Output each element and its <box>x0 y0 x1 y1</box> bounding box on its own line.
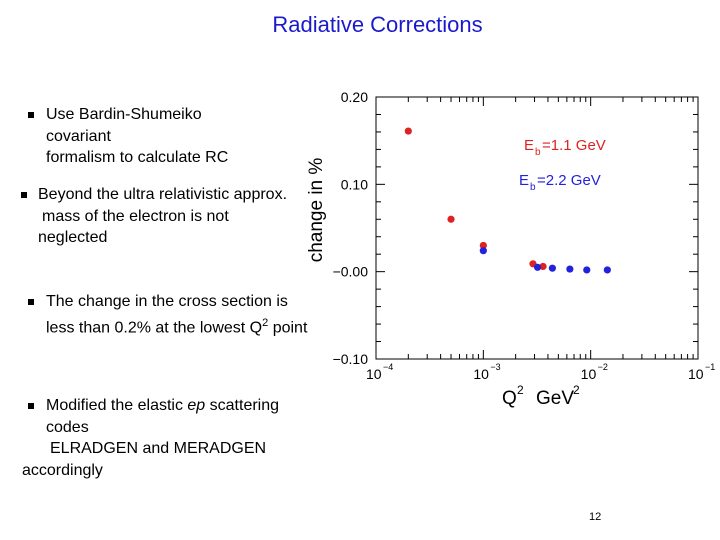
legend-subscript: b <box>535 147 541 158</box>
data-point-blue <box>603 266 611 274</box>
bullet-square-icon <box>28 403 34 409</box>
x-tick-labels: 10 −4 10 −3 10 −2 10 −1 <box>366 362 715 382</box>
bullet-line: mass of the electron is not <box>42 207 229 225</box>
bullet-item: Use Bardin-Shumeiko covariant formalism … <box>28 104 229 169</box>
x-tick-exponent: −2 <box>598 362 608 372</box>
bullet-line: ELRADGEN and MERADGEN <box>50 440 267 457</box>
bullet-square-icon <box>28 299 34 305</box>
bullet-square-icon <box>21 192 27 198</box>
data-point-blue <box>548 264 556 272</box>
bullet-text: Modified the elastic <box>46 397 188 414</box>
x-tick-label: 10 <box>473 366 489 382</box>
bullet-line: covariant <box>46 127 111 145</box>
bullet-list: Use Bardin-Shumeiko covariant formalism … <box>21 104 307 481</box>
bullet-line: The change in the cross section is <box>46 293 288 310</box>
x-axis-label-text: Q <box>502 388 517 409</box>
bullet-line: neglected <box>38 229 108 246</box>
y-tick-label: 0.10 <box>341 176 368 192</box>
legend-subscript: b <box>530 182 536 193</box>
bullet-text-italic: ep <box>187 397 206 414</box>
bullet-line: accordingly <box>22 461 103 479</box>
data-point-blue <box>583 266 591 274</box>
bullet-line: Modified the elastic ep scattering <box>46 395 279 417</box>
y-axis-label: change in % <box>306 158 327 263</box>
y-tick-label: −0.00 <box>333 264 369 280</box>
data-point-red <box>447 215 455 223</box>
data-point-red <box>404 127 412 135</box>
bullet-item: The change in the cross section is less … <box>28 291 307 339</box>
superscript: 2 <box>262 316 269 329</box>
bullet-text: less than 0.2% at the lowest Q <box>46 318 263 336</box>
x-tick-exponent: −1 <box>705 362 715 372</box>
legend-label: E <box>524 137 534 154</box>
x-tick-exponent: −4 <box>383 362 393 372</box>
x-tick-exponent: −3 <box>490 362 500 372</box>
data-point-red <box>539 262 547 271</box>
bullet-text: scattering <box>205 397 280 414</box>
bullet-line: codes <box>46 418 89 436</box>
x-axis-label-superscript: 2 <box>517 383 524 397</box>
bullet-square-icon <box>28 112 34 118</box>
bullet-text: point <box>272 318 308 336</box>
bullet-line: Use Bardin-Shumeiko <box>46 106 202 123</box>
bullet-line: Beyond the ultra relativistic approx. <box>38 186 288 203</box>
legend-label: =2.2 GeV <box>537 172 601 189</box>
data-point-blue <box>479 247 487 255</box>
bullet-line: less than 0.2% at the lowest Q2 point <box>46 313 307 339</box>
data-point-blue <box>533 263 542 271</box>
bullet-item: Modified the elastic ep scattering codes… <box>22 395 279 481</box>
data-points <box>404 127 611 274</box>
y-tick-label: 0.20 <box>341 89 368 105</box>
x-axis-label-unit: GeV <box>536 388 574 409</box>
legend-label: E <box>519 172 529 189</box>
data-point-red <box>479 241 487 250</box>
data-point-blue <box>566 265 574 273</box>
legend-label: =1.1 GeV <box>542 137 606 154</box>
bullet-line: formalism to calculate RC <box>46 149 229 166</box>
page-number: 12 <box>589 511 602 523</box>
slide-title: Radiative Corrections <box>272 12 483 37</box>
x-axis-label-unit-superscript: 2 <box>573 383 580 397</box>
x-tick-label: 10 <box>581 366 597 382</box>
bullet-item: Beyond the ultra relativistic approx. ma… <box>21 184 288 249</box>
plot-frame <box>375 96 699 360</box>
x-tick-label: 10 <box>366 366 382 382</box>
y-tick-label: −0.10 <box>333 351 369 367</box>
y-tick-labels: 0.20 0.10 −0.00 −0.10 <box>333 89 369 367</box>
x-tick-label: 10 <box>688 366 704 382</box>
axis-ticks <box>375 96 698 360</box>
